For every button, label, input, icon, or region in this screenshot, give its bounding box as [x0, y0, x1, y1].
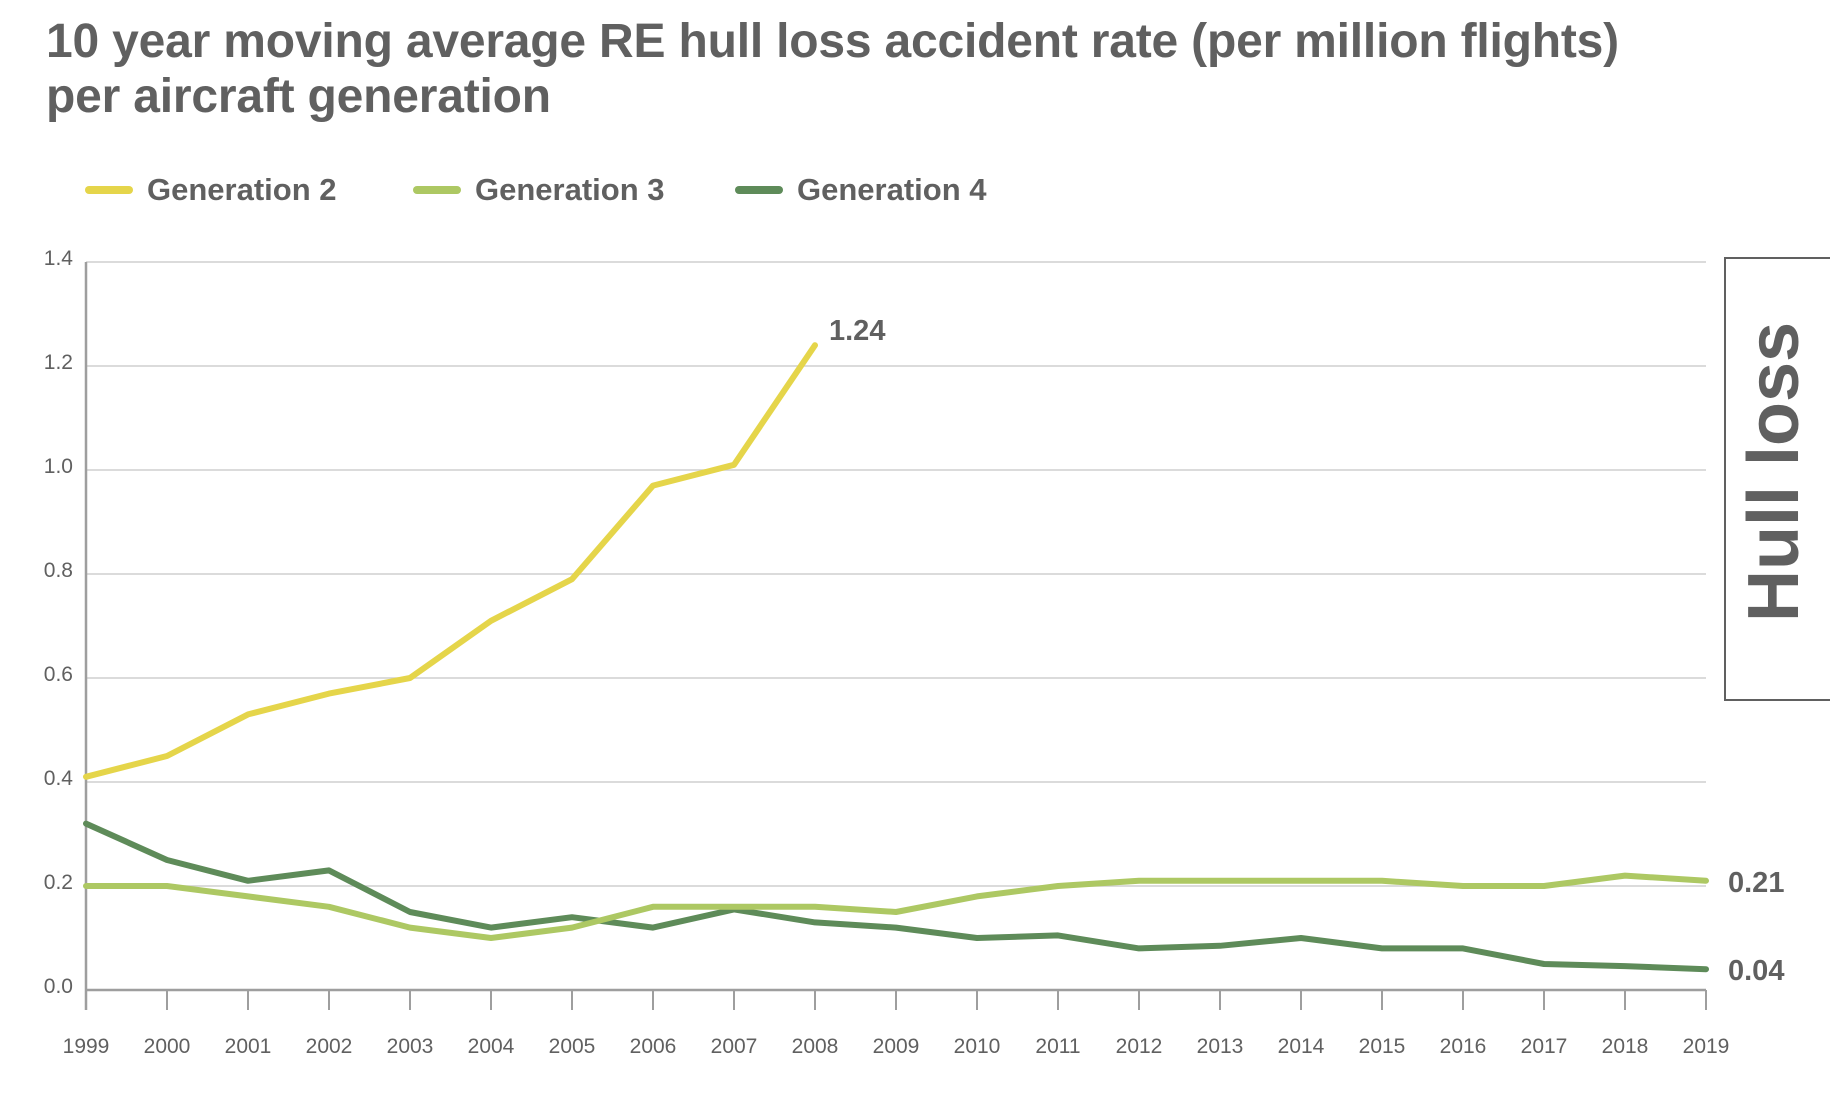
y-tick-label: 1.2	[44, 351, 73, 374]
legend-item-generation-2: Generation 2	[85, 172, 337, 208]
x-tick-label: 2011	[1035, 1035, 1080, 1058]
legend-label-generation-2: Generation 2	[147, 172, 337, 207]
x-tick-label: 2007	[711, 1035, 758, 1058]
hull-loss-label: Hull loss	[1734, 321, 1814, 623]
end-label: 0.21	[1728, 867, 1784, 899]
x-tick-label: 2004	[468, 1035, 515, 1058]
x-tick-label: 1999	[63, 1035, 110, 1058]
series-line-generation-4	[83, 820, 1709, 973]
legend-item-generation-3: Generation 3	[413, 172, 665, 208]
x-tick-label: 2017	[1521, 1035, 1568, 1058]
end-label: 0.04	[1728, 955, 1784, 987]
legend-swatch-generation-4	[735, 186, 783, 194]
x-tick-label: 2008	[792, 1035, 839, 1058]
hull-loss-panel	[1724, 257, 1830, 701]
y-tick-label: 0.8	[44, 559, 73, 582]
chart-title-line-1: 10 year moving average RE hull loss acci…	[46, 15, 1619, 68]
x-tick-label: 2019	[1683, 1035, 1730, 1058]
legend-swatch-generation-2	[85, 186, 133, 194]
series-lines	[83, 342, 1709, 973]
x-tick-label: 2018	[1602, 1035, 1649, 1058]
legend-label-generation-3: Generation 3	[475, 172, 665, 207]
x-tick-label: 2000	[144, 1035, 191, 1058]
y-tick-label: 0.6	[44, 663, 73, 686]
x-tick-label: 2005	[549, 1035, 596, 1058]
x-tick-label: 2015	[1359, 1035, 1406, 1058]
x-tick-label: 2003	[387, 1035, 434, 1058]
x-axis: 1999 2000 2001 2002 2003 2004 2005 2006 2007 2008…	[63, 988, 1730, 1058]
y-tick-label: 0.4	[44, 767, 74, 790]
legend-item-generation-4: Generation 4	[735, 172, 987, 208]
legend-label-generation-4: Generation 4	[797, 172, 987, 207]
series-line-generation-2	[83, 342, 818, 780]
x-tick-label: 2002	[306, 1035, 353, 1058]
series-line-generation-3	[83, 872, 1709, 941]
x-tick-label: 2013	[1197, 1035, 1244, 1058]
y-tick-label: 0.0	[44, 975, 73, 998]
x-tick-label: 2016	[1440, 1035, 1487, 1058]
gridlines	[86, 261, 1706, 887]
y-tick-label: 0.2	[44, 871, 73, 894]
end-labels: 1.24 0.21 0.04	[829, 315, 1784, 987]
legend-swatch-generation-3	[413, 186, 461, 194]
x-tick-label: 2009	[873, 1035, 920, 1058]
x-tick-label: 2014	[1278, 1035, 1325, 1058]
x-tick-label: 2006	[630, 1035, 677, 1058]
y-tick-label: 1.0	[44, 455, 73, 478]
x-tick-label: 2012	[1116, 1035, 1163, 1058]
x-tick-label: 2010	[954, 1035, 1001, 1058]
chart-title-line-2: per aircraft generation	[46, 70, 551, 123]
end-label: 1.24	[829, 315, 885, 347]
y-axis: 0.0 0.2 0.4 0.6 0.8 1.0 1.2 1.4	[44, 247, 88, 1010]
chart-title: 10 year moving average RE hull loss acci…	[46, 14, 1619, 124]
y-tick-label: 1.4	[44, 247, 74, 270]
x-tick-label: 2001	[225, 1035, 272, 1058]
